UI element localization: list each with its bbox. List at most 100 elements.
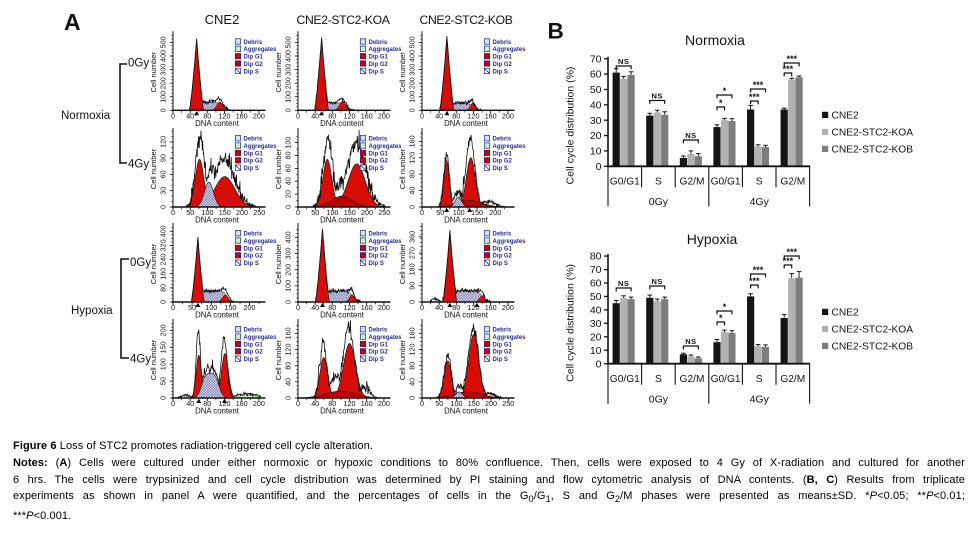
svg-text:NS: NS — [618, 57, 629, 66]
svg-text:40: 40 — [284, 177, 293, 185]
svg-text:0: 0 — [420, 112, 424, 121]
svg-text:B: B — [548, 19, 564, 44]
svg-text:Debris: Debris — [244, 232, 263, 238]
svg-text:0: 0 — [408, 396, 417, 400]
svg-text:50: 50 — [311, 208, 319, 217]
svg-text:CNE2-STC2-KOB: CNE2-STC2-KOB — [832, 341, 914, 352]
svg-text:Dip G2: Dip G2 — [244, 254, 264, 260]
svg-text:0: 0 — [171, 303, 175, 312]
svg-text:0Gy: 0Gy — [130, 257, 151, 269]
svg-text:160: 160 — [361, 303, 373, 312]
svg-text:40: 40 — [408, 378, 417, 386]
svg-text:240: 240 — [159, 254, 168, 266]
svg-text:Dip S: Dip S — [493, 166, 508, 172]
svg-text:100: 100 — [284, 280, 293, 292]
svg-text:Cell cycle distribution (%): Cell cycle distribution (%) — [565, 264, 577, 382]
svg-text:Dip G2: Dip G2 — [493, 62, 513, 68]
svg-text:270: 270 — [408, 247, 417, 259]
svg-text:120: 120 — [344, 399, 356, 408]
svg-text:4Gy: 4Gy — [130, 354, 151, 366]
svg-text:250: 250 — [378, 208, 390, 217]
svg-text:DNA content: DNA content — [444, 311, 489, 320]
svg-text:NS: NS — [618, 279, 629, 288]
svg-text:Dip G1: Dip G1 — [493, 151, 513, 157]
svg-text:CNE2-STC2-KOA: CNE2-STC2-KOA — [832, 127, 914, 138]
svg-text:300: 300 — [408, 64, 417, 76]
svg-text:Normoxia: Normoxia — [61, 110, 111, 122]
svg-text:NS: NS — [685, 131, 696, 140]
svg-text:0: 0 — [296, 208, 300, 217]
svg-text:500: 500 — [408, 36, 417, 48]
svg-text:0: 0 — [408, 108, 417, 112]
svg-text:Debris: Debris — [493, 40, 512, 46]
svg-text:120: 120 — [219, 112, 231, 121]
svg-text:Dip G2: Dip G2 — [244, 62, 264, 68]
svg-text:0: 0 — [408, 205, 417, 209]
svg-text:0: 0 — [284, 396, 293, 400]
svg-text:CNE2: CNE2 — [205, 12, 240, 27]
svg-text:160: 160 — [284, 327, 293, 339]
svg-text:500: 500 — [159, 36, 168, 48]
svg-text:CNE2: CNE2 — [832, 110, 860, 121]
svg-text:4Gy: 4Gy — [750, 393, 770, 405]
svg-text:160: 160 — [408, 135, 417, 147]
svg-text:20: 20 — [590, 130, 602, 142]
svg-text:Aggregates: Aggregates — [244, 335, 278, 341]
svg-text:Dip S: Dip S — [244, 261, 259, 267]
svg-text:80: 80 — [203, 112, 211, 121]
svg-text:100: 100 — [205, 303, 217, 312]
svg-text:NS: NS — [651, 92, 662, 101]
svg-text:200: 200 — [378, 399, 390, 408]
svg-text:100: 100 — [284, 137, 293, 149]
svg-text:80: 80 — [590, 251, 602, 263]
svg-text:120: 120 — [468, 112, 480, 121]
svg-text:100: 100 — [159, 358, 168, 370]
svg-text:Dip S: Dip S — [369, 166, 384, 172]
svg-text:160: 160 — [236, 399, 248, 408]
svg-text:G2/M: G2/M — [780, 177, 805, 188]
svg-text:250: 250 — [253, 208, 265, 217]
svg-text:Cell number: Cell number — [398, 243, 407, 284]
svg-text:Dip S: Dip S — [493, 357, 508, 363]
svg-text:Dip G2: Dip G2 — [369, 350, 389, 356]
svg-text:Dip G2: Dip G2 — [493, 159, 513, 165]
svg-text:G0/G1: G0/G1 — [711, 177, 741, 188]
svg-text:Hypoxia: Hypoxia — [71, 305, 113, 317]
svg-text:DNA content: DNA content — [444, 216, 489, 225]
svg-text:*: * — [719, 98, 723, 108]
svg-text:G2/M: G2/M — [780, 374, 805, 385]
svg-text:0: 0 — [171, 399, 175, 408]
svg-text:Debris: Debris — [369, 328, 388, 334]
svg-text:Debris: Debris — [493, 232, 512, 238]
svg-text:Debris: Debris — [493, 328, 512, 334]
svg-text:0: 0 — [159, 205, 168, 209]
svg-text:Cell cycle distribution (%): Cell cycle distribution (%) — [565, 67, 577, 185]
svg-text:200: 200 — [502, 112, 514, 121]
svg-text:30: 30 — [590, 115, 602, 127]
svg-text:360: 360 — [408, 231, 417, 243]
svg-text:40: 40 — [311, 303, 319, 312]
svg-text:NS: NS — [651, 277, 662, 286]
svg-text:200: 200 — [485, 399, 497, 408]
svg-text:40: 40 — [590, 100, 602, 112]
svg-text:Aggregates: Aggregates — [493, 144, 527, 150]
svg-text:Cell number: Cell number — [149, 243, 158, 284]
svg-text:40: 40 — [186, 399, 194, 408]
svg-text:Hypoxia: Hypoxia — [687, 231, 738, 247]
svg-text:60: 60 — [590, 278, 602, 290]
svg-text:0: 0 — [159, 108, 168, 112]
svg-text:150: 150 — [159, 341, 168, 353]
svg-text:200: 200 — [502, 303, 514, 312]
svg-text:50: 50 — [590, 84, 602, 96]
svg-text:400: 400 — [408, 50, 417, 62]
svg-text:Cell number: Cell number — [274, 339, 283, 380]
svg-text:S: S — [655, 374, 662, 385]
svg-text:0: 0 — [284, 205, 293, 209]
svg-text:Normoxia: Normoxia — [685, 32, 745, 48]
svg-text:Aggregates: Aggregates — [493, 239, 527, 245]
svg-text:Cell number: Cell number — [274, 52, 283, 93]
svg-text:150: 150 — [219, 208, 231, 217]
svg-text:40: 40 — [311, 112, 319, 121]
svg-text:DNA content: DNA content — [195, 407, 240, 416]
svg-text:Aggregates: Aggregates — [369, 47, 403, 53]
